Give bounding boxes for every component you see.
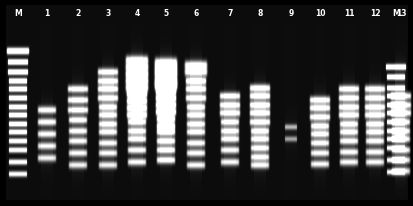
- Text: 2: 2: [75, 9, 81, 18]
- Text: 3: 3: [105, 9, 110, 18]
- Text: 12: 12: [369, 9, 379, 18]
- Text: 8: 8: [257, 9, 262, 18]
- Text: M: M: [14, 9, 22, 18]
- Text: M: M: [391, 9, 399, 18]
- Text: 7: 7: [227, 9, 232, 18]
- Text: 6: 6: [193, 9, 198, 18]
- Text: 13: 13: [395, 9, 405, 18]
- Text: 10: 10: [314, 9, 325, 18]
- Text: 9: 9: [288, 9, 293, 18]
- Text: 4: 4: [134, 9, 139, 18]
- Text: 11: 11: [343, 9, 354, 18]
- Text: 5: 5: [163, 9, 168, 18]
- Text: 1: 1: [44, 9, 50, 18]
